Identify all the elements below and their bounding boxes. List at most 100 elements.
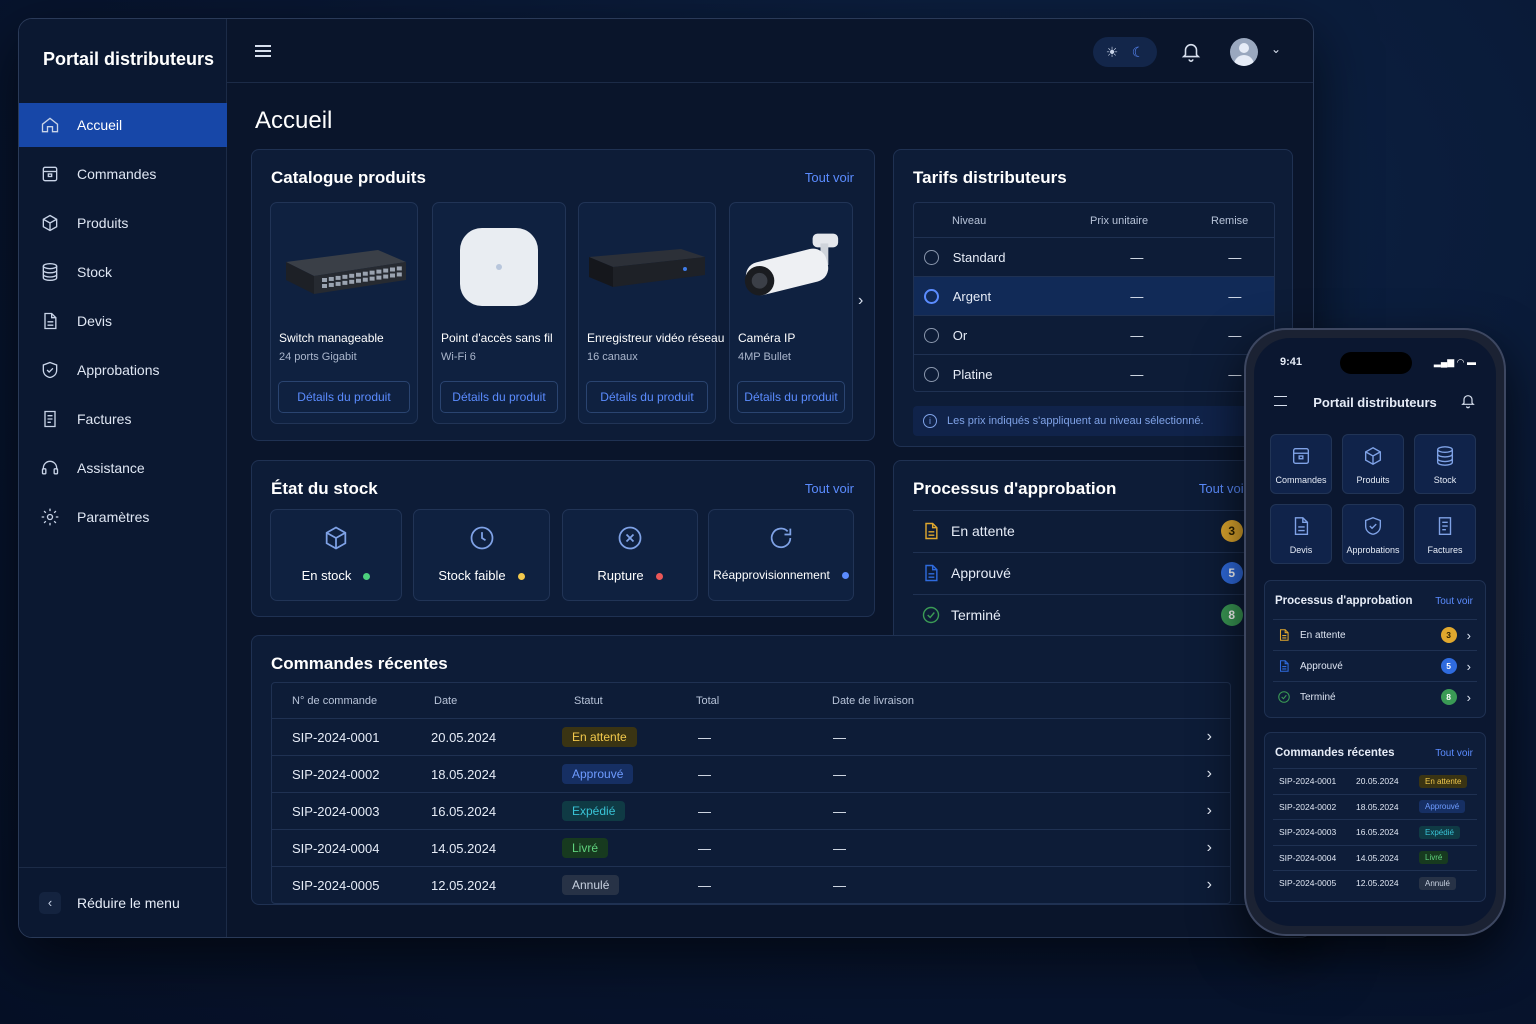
chevron-right-icon: › bbox=[1206, 728, 1212, 745]
phone-title: Portail distributeurs bbox=[1313, 395, 1437, 410]
phone-order-row[interactable]: SIP-2024-0003 16.05.2024 Expédié bbox=[1273, 819, 1477, 844]
phone-screen: 9:41 ▂▄▆ ◠ ▬ Portail distributeurs Comma… bbox=[1254, 338, 1496, 926]
phone-approval-row[interactable]: Terminé 8 › bbox=[1273, 681, 1477, 712]
quick-action-commandes[interactable]: Commandes bbox=[1270, 434, 1332, 494]
quick-action-factures[interactable]: Factures bbox=[1414, 504, 1476, 564]
status-badge: Livré bbox=[562, 838, 609, 858]
phone-hamburger-icon[interactable] bbox=[1274, 396, 1287, 406]
sidebar-item-label: Produits bbox=[77, 215, 129, 231]
product-details-button[interactable]: Détails du produit bbox=[737, 381, 845, 413]
phone-order-row[interactable]: SIP-2024-0005 12.05.2024 Annulé bbox=[1273, 870, 1477, 895]
phone-approval-count: 8 bbox=[1440, 689, 1457, 705]
order-delivery-date: — bbox=[833, 766, 846, 782]
phone-approval-row[interactable]: En attente 3 › bbox=[1273, 619, 1477, 650]
table-row[interactable]: SIP-2024-0004 14.05.2024 Livré — — › bbox=[272, 829, 1230, 866]
phone-orders-title: Commandes récentes bbox=[1275, 747, 1395, 759]
dynamic-island bbox=[1340, 352, 1412, 374]
approval-count-badge: 3 bbox=[1220, 520, 1243, 542]
product-details-button[interactable]: Détails du produit bbox=[278, 381, 410, 413]
sidebar-item-assistance[interactable]: Assistance bbox=[19, 446, 227, 490]
tariff-row[interactable]: Standard — — bbox=[914, 237, 1274, 276]
order-id: SIP-2024-0003 bbox=[292, 803, 380, 819]
stock-status-tile[interactable]: Rupture bbox=[562, 509, 698, 601]
order-total: — bbox=[698, 840, 711, 856]
phone-approval-row[interactable]: Approuvé 5 › bbox=[1273, 650, 1477, 681]
tariff-radio[interactable] bbox=[924, 366, 939, 382]
table-row[interactable]: SIP-2024-0005 12.05.2024 Annulé — — › bbox=[272, 866, 1230, 903]
order-id: SIP-2024-0004 bbox=[292, 840, 380, 856]
sidebar-item-stock[interactable]: Stock bbox=[19, 250, 227, 294]
chevron-right-icon: › bbox=[1206, 802, 1212, 819]
phone-order-row[interactable]: SIP-2024-0002 18.05.2024 Approuvé bbox=[1273, 793, 1477, 819]
phone-approval-see-all[interactable]: Tout voir bbox=[1435, 596, 1473, 607]
phone-bell-icon[interactable] bbox=[1460, 393, 1476, 409]
chevron-right-icon[interactable]: › bbox=[858, 292, 864, 309]
tariff-radio[interactable] bbox=[924, 249, 939, 265]
quick-action-approbations[interactable]: Approbations bbox=[1342, 504, 1404, 564]
phone-status-badge: Approuvé bbox=[1419, 800, 1466, 813]
table-row[interactable]: SIP-2024-0002 18.05.2024 Approuvé — — › bbox=[272, 755, 1230, 792]
tariff-radio[interactable] bbox=[924, 288, 939, 304]
table-row[interactable]: SIP-2024-0001 20.05.2024 En attente — — › bbox=[272, 718, 1230, 755]
tariff-row[interactable]: Platine — — bbox=[914, 354, 1274, 393]
quick-action-devis[interactable]: Devis bbox=[1270, 504, 1332, 564]
shield-icon bbox=[39, 359, 61, 381]
tariff-discount: — bbox=[1228, 249, 1242, 265]
tariff-row[interactable]: Argent — — bbox=[914, 276, 1274, 315]
quick-action-stock[interactable]: Stock bbox=[1414, 434, 1476, 494]
quick-action-produits[interactable]: Produits bbox=[1342, 434, 1404, 494]
product-details-button[interactable]: Détails du produit bbox=[440, 381, 558, 413]
phone-order-row[interactable]: SIP-2024-0004 14.05.2024 Livré bbox=[1273, 844, 1477, 870]
order-total: — bbox=[698, 877, 711, 893]
sidebar-item-parametres[interactable]: Paramètres bbox=[19, 495, 227, 539]
sidebar-item-approbations[interactable]: Approbations bbox=[19, 348, 227, 392]
chevron-right-icon: › bbox=[1466, 689, 1471, 705]
phone-status-badge: En attente bbox=[1419, 774, 1468, 788]
approval-see-all-link[interactable]: Tout voir bbox=[1198, 481, 1248, 496]
orders-table: N° de commande Date Statut Total Date de… bbox=[271, 682, 1231, 904]
sidebar-item-accueil[interactable]: Accueil bbox=[19, 103, 227, 147]
sidebar-item-factures[interactable]: Factures bbox=[19, 397, 227, 441]
sidebar-item-devis[interactable]: Devis bbox=[19, 299, 227, 343]
catalog-see-all-link[interactable]: Tout voir bbox=[804, 170, 854, 185]
orders-header-delivery: Date de livraison bbox=[832, 695, 914, 707]
stock-status-tile[interactable]: Stock faible bbox=[413, 509, 550, 601]
tariff-radio[interactable] bbox=[924, 327, 939, 343]
catalog-card: Catalogue produits Tout voir Switch mana… bbox=[251, 149, 875, 441]
phone-order-id: SIP-2024-0003 bbox=[1279, 827, 1337, 837]
brand-title: Portail distributeurs bbox=[43, 49, 215, 69]
tariff-discount: — bbox=[1228, 327, 1242, 343]
product-subtitle: 4MP Bullet bbox=[738, 351, 791, 363]
chevron-down-icon[interactable]: ⌄ bbox=[1271, 42, 1282, 56]
product-details-button[interactable]: Détails du produit bbox=[586, 381, 708, 413]
stock-see-all-link[interactable]: Tout voir bbox=[804, 481, 854, 496]
database-icon bbox=[1434, 445, 1456, 467]
sidebar-item-label: Stock bbox=[77, 264, 113, 280]
approval-count-badge: 8 bbox=[1220, 604, 1243, 626]
table-row[interactable]: SIP-2024-0003 16.05.2024 Expédié — — › bbox=[272, 792, 1230, 829]
stock-status-tile[interactable]: Réapprovisionnement bbox=[708, 509, 854, 601]
tariff-row[interactable]: Or — — bbox=[914, 315, 1274, 354]
tariffs-title: Tarifs distributeurs bbox=[913, 168, 1067, 187]
sidebar-item-commandes[interactable]: Commandes bbox=[19, 152, 227, 196]
hamburger-menu-icon[interactable] bbox=[255, 45, 271, 57]
sidebar-item-produits[interactable]: Produits bbox=[19, 201, 227, 245]
order-delivery-date: — bbox=[833, 840, 846, 856]
box-icon bbox=[1362, 445, 1384, 467]
tariffs-table: Niveau Prix unitaire Remise Standard — — Ar… bbox=[913, 202, 1275, 392]
order-delivery-date: — bbox=[833, 877, 846, 893]
theme-toggle[interactable]: ☀ ☾ bbox=[1093, 37, 1157, 67]
tariff-header-discount: Remise bbox=[1211, 215, 1249, 227]
bell-icon[interactable] bbox=[1180, 41, 1202, 63]
box-icon bbox=[39, 212, 61, 234]
chevron-right-icon: › bbox=[1466, 627, 1471, 643]
camera-image bbox=[736, 213, 846, 321]
phone-order-row[interactable]: SIP-2024-0001 20.05.2024 En attente bbox=[1273, 768, 1477, 793]
collapse-menu-button[interactable]: ‹ Réduire le menu bbox=[19, 867, 227, 937]
avatar[interactable] bbox=[1230, 38, 1258, 66]
phone-orders-see-all[interactable]: Tout voir bbox=[1435, 748, 1473, 759]
stock-status-tile[interactable]: En stock bbox=[270, 509, 402, 601]
